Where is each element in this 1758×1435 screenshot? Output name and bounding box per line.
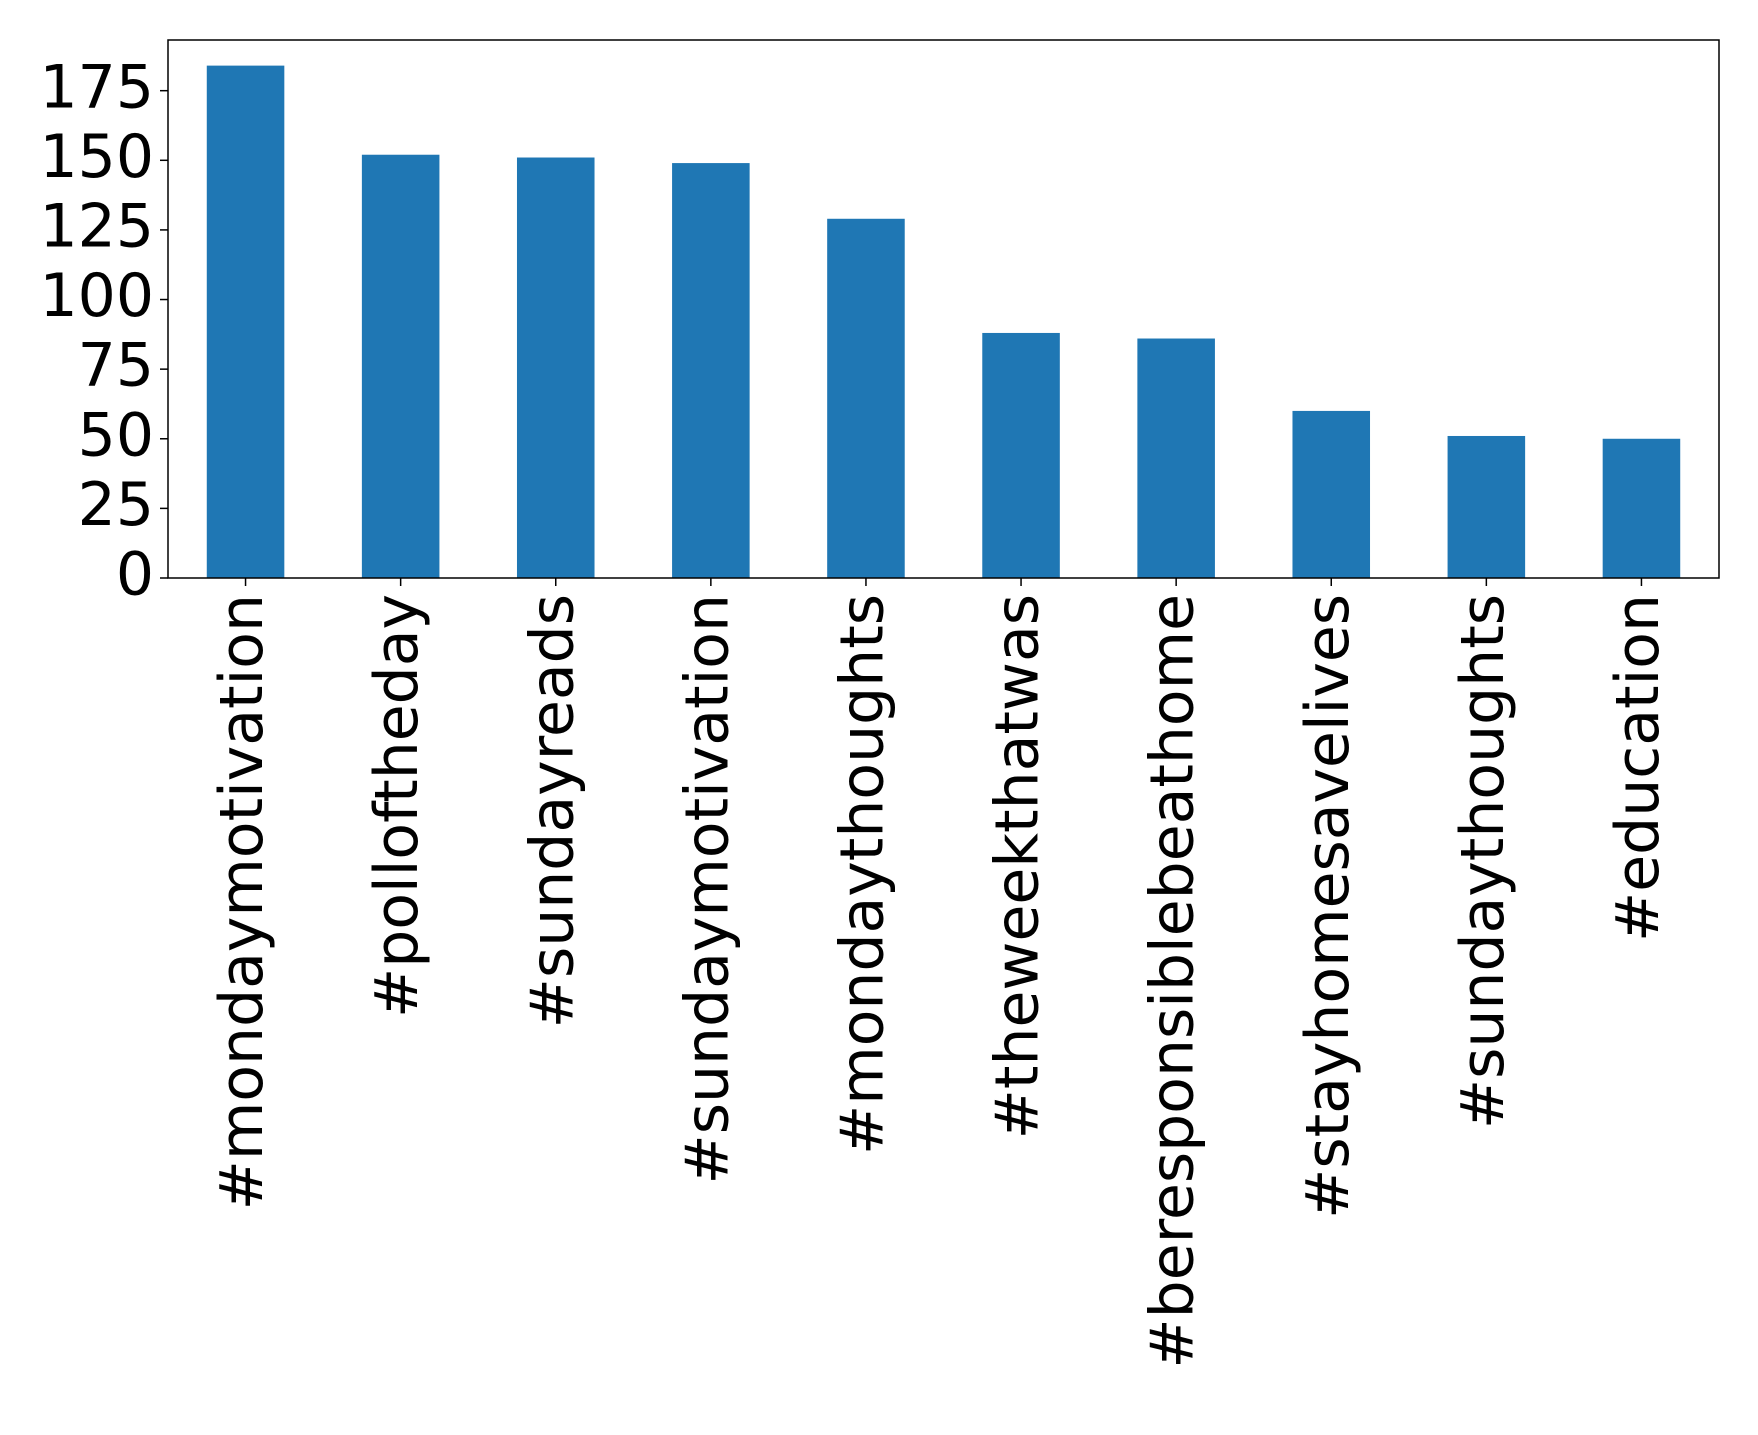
- y-tick-label: 50: [78, 400, 154, 470]
- plot-frame: [167, 39, 1720, 579]
- x-tick-label: #sundaymotivation: [672, 594, 742, 1185]
- x-tick-label: #mondaymotivation: [207, 594, 277, 1210]
- x-tick-label: #stayhomesavelives: [1293, 594, 1363, 1219]
- y-tick-label: 0: [116, 540, 154, 610]
- x-tick-label: #education: [1603, 594, 1673, 942]
- x-tick-label: #beresponsiblebeathome: [1138, 594, 1208, 1369]
- bar: [206, 65, 285, 579]
- x-tick-label: #sundaythoughts: [1448, 594, 1518, 1129]
- y-tick-label: 100: [39, 261, 154, 331]
- y-tick-label: 125: [39, 192, 154, 262]
- x-tick-label: #sundayreads: [517, 594, 587, 1028]
- bar: [516, 157, 595, 578]
- bar: [361, 154, 440, 579]
- bar: [827, 218, 905, 578]
- y-tick-label: 75: [78, 331, 154, 401]
- x-tick-label: #mondaythoughts: [828, 594, 898, 1155]
- bar: [1292, 410, 1371, 578]
- bar: [982, 332, 1060, 578]
- bar: [1137, 338, 1215, 578]
- x-tick-label: #polloftheday: [362, 594, 432, 1018]
- bar: [1602, 438, 1681, 578]
- y-tick-label: 175: [39, 52, 154, 122]
- bar: [1447, 435, 1526, 578]
- y-tick-label: 25: [78, 470, 154, 540]
- x-tick-label: #theweekthatwas: [983, 594, 1053, 1139]
- y-tick-label: 150: [39, 122, 154, 192]
- bar: [672, 163, 750, 578]
